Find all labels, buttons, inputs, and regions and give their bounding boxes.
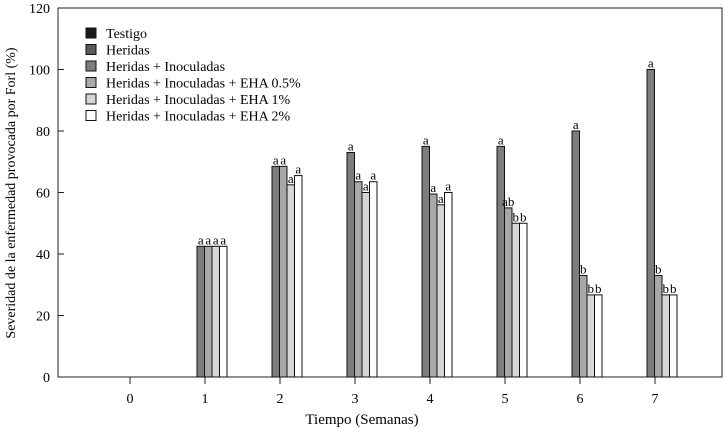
bar [511, 222, 520, 378]
bar-significance-label: b [580, 262, 587, 277]
x-tick-label: 3 [352, 392, 359, 407]
bar [586, 294, 595, 378]
bar [436, 204, 445, 378]
bar-significance-label: a [573, 117, 579, 132]
bar-significance-label: b [588, 281, 595, 296]
y-tick-label: 40 [36, 248, 50, 263]
bar-significance-label: a [498, 132, 504, 147]
bar [294, 175, 303, 378]
legend-label: Heridas [106, 44, 150, 59]
bar [661, 294, 670, 378]
bar-significance-label: a [438, 191, 444, 206]
x-axis-label: Tiempo (Semanas) [305, 412, 418, 428]
legend-swatch [85, 27, 97, 39]
y-tick-label: 20 [36, 310, 50, 325]
bar [594, 294, 603, 378]
bar [196, 245, 205, 378]
bar [504, 207, 513, 378]
bar-significance-label: a [220, 232, 226, 247]
y-tick-label: 100 [29, 64, 50, 79]
bar-significance-label: a [370, 168, 376, 183]
bar [211, 245, 220, 378]
bar-significance-label: a [205, 232, 211, 247]
bar [354, 181, 363, 378]
bar-significance-label: a [430, 180, 436, 195]
bar-significance-label: a [348, 139, 354, 154]
bar [669, 294, 678, 378]
bar-significance-label: a [198, 232, 204, 247]
x-tick-label: 5 [502, 392, 509, 407]
bar [204, 245, 213, 378]
bar-significance-label: a [213, 232, 219, 247]
legend-label: Testigo [106, 27, 147, 42]
bar-significance-label: b [655, 262, 662, 277]
y-tick-label: 120 [29, 2, 50, 17]
legend-swatch [85, 60, 97, 72]
y-tick-label: 60 [36, 187, 50, 202]
legend-swatch [85, 77, 97, 88]
x-tick-label: 4 [427, 392, 434, 407]
bar [286, 184, 295, 378]
y-tick-label: 80 [36, 125, 50, 140]
bar [496, 145, 505, 378]
bar-significance-label: b [595, 281, 602, 296]
legend-label: Heridas + Inoculadas [106, 60, 225, 75]
x-tick-label: 6 [577, 392, 584, 407]
bar-significance-label: ab [502, 194, 514, 209]
y-axis-label: Severidad de la enfermedad provocada por… [4, 47, 19, 338]
bar [421, 145, 430, 378]
x-tick-label: 1 [202, 392, 209, 407]
bar [519, 222, 528, 378]
x-tick-label: 7 [652, 392, 659, 407]
bar [579, 275, 588, 378]
legend-label: Heridas + Inoculadas + EHA 0.5% [106, 77, 301, 92]
bar [444, 192, 453, 378]
bar-significance-label: b [520, 209, 527, 224]
bar-significance-label: a [355, 168, 361, 183]
bar-significance-label: a [363, 179, 369, 194]
bar [219, 245, 228, 378]
bar-significance-label: a [288, 171, 294, 186]
bar [571, 130, 580, 378]
bar [361, 192, 370, 378]
bar [429, 193, 438, 378]
bar-significance-label: a [648, 56, 654, 71]
legend-swatch [85, 44, 97, 55]
x-tick-label: 2 [277, 392, 284, 407]
bar-significance-label: a [273, 152, 279, 167]
bar [654, 275, 663, 378]
bar [271, 165, 280, 378]
legend-label: Heridas + Inoculadas + EHA 1% [106, 93, 290, 108]
legend-swatch [85, 93, 97, 105]
bar-significance-label: a [423, 132, 429, 147]
bar [646, 69, 655, 378]
bar [346, 152, 355, 378]
bar-significance-label: b [670, 281, 677, 296]
legend-swatch [85, 110, 97, 121]
bar-significance-label: a [295, 162, 301, 177]
legend-label: Heridas + Inoculadas + EHA 2% [106, 110, 290, 125]
bar-significance-label: a [280, 152, 286, 167]
bar-significance-label: b [663, 281, 670, 296]
bar-significance-label: b [513, 209, 520, 224]
bar [369, 181, 378, 378]
bar [279, 165, 288, 378]
bar-significance-label: a [445, 179, 451, 194]
x-tick-label: 0 [127, 392, 134, 407]
y-tick-label: 0 [43, 371, 50, 386]
